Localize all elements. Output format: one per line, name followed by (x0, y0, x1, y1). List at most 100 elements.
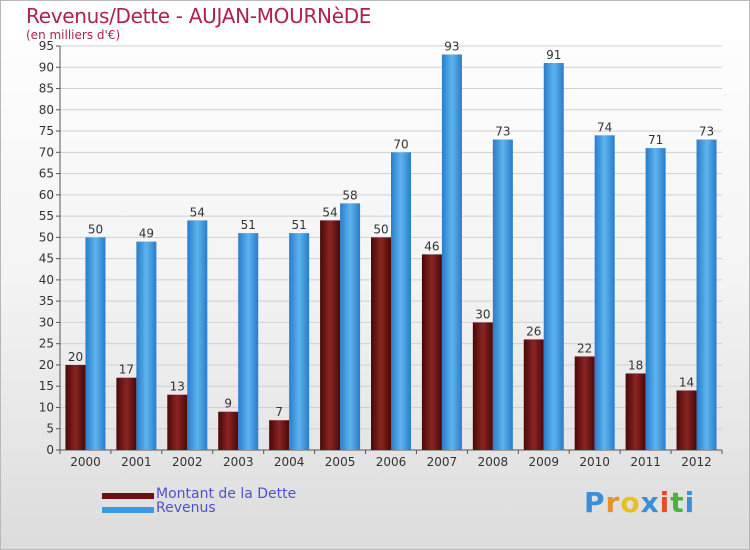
label-revenus: 51 (292, 218, 307, 232)
bar-revenus (543, 63, 564, 450)
bar-revenus (696, 139, 717, 450)
label-dette: 46 (424, 239, 439, 253)
x-tick-label: 2004 (274, 455, 305, 469)
y-tick-label: 45 (39, 252, 54, 266)
label-revenus: 93 (444, 40, 459, 54)
y-tick-label: 40 (39, 273, 54, 287)
label-dette: 14 (679, 375, 694, 389)
bar-dette (320, 220, 341, 450)
proxiti-logo: Proxiti (584, 486, 695, 519)
y-tick-label: 25 (39, 337, 54, 351)
label-dette: 18 (628, 358, 643, 372)
bar-revenus (492, 139, 513, 450)
label-revenus: 50 (88, 222, 103, 236)
y-tick-label: 75 (39, 124, 54, 138)
y-tick-label: 15 (39, 379, 54, 393)
bar-revenus (289, 233, 310, 450)
x-tick-label: 2008 (478, 455, 509, 469)
bar-dette (676, 390, 697, 450)
x-tick-label: 2001 (121, 455, 152, 469)
chart-subtitle: (en milliers d'€) (26, 28, 121, 42)
bar-revenus (594, 135, 615, 450)
label-dette: 9 (224, 397, 232, 411)
x-tick-label: 2012 (681, 455, 712, 469)
y-tick-label: 60 (39, 188, 54, 202)
bar-revenus (340, 203, 361, 450)
x-tick-label: 2003 (223, 455, 254, 469)
label-dette: 22 (577, 341, 592, 355)
x-tick-label: 2009 (528, 455, 559, 469)
bar-dette (574, 356, 595, 450)
bar-revenus (187, 220, 208, 450)
label-revenus: 51 (241, 218, 256, 232)
bar-revenus (645, 148, 666, 450)
x-tick-label: 2007 (427, 455, 458, 469)
y-tick-label: 10 (39, 400, 54, 414)
y-tick-label: 20 (39, 358, 54, 372)
bar-dette (116, 377, 137, 450)
data-labels: 20 50 17 49 13 54 9 51 7 51 54 58 50 70 46 93 30 73 26 91 22… (68, 40, 714, 420)
label-revenus: 91 (546, 48, 561, 62)
legend-swatch-dette (102, 493, 154, 499)
logo-letter: r (605, 486, 621, 519)
bar-dette (167, 394, 188, 450)
bar-dette (218, 411, 239, 450)
label-dette: 7 (275, 405, 283, 419)
y-tick-label: 50 (39, 230, 54, 244)
label-dette: 54 (322, 205, 337, 219)
label-revenus: 74 (597, 120, 612, 134)
bars (65, 54, 717, 451)
bar-revenus (85, 237, 106, 450)
label-dette: 13 (170, 380, 185, 394)
logo-letter: i (659, 486, 671, 519)
bar-dette (65, 364, 86, 450)
x-tick-label: 2010 (579, 455, 610, 469)
x-tick-label: 2011 (630, 455, 661, 469)
bar-dette (421, 254, 442, 450)
bar-revenus (441, 54, 462, 451)
y-tick-label: 95 (39, 39, 54, 53)
logo-letter: o (620, 486, 641, 519)
x-tick-label: 2002 (172, 455, 203, 469)
bar-dette (371, 237, 391, 450)
y-tick-label: 55 (39, 209, 54, 223)
label-revenus: 49 (139, 227, 154, 241)
label-revenus: 71 (648, 133, 663, 147)
bar-dette (625, 373, 646, 450)
axes: 0 5 10 15 20 25 30 35 40 45 50 55 60 65 70 75 80 85 90 95 20… (39, 39, 723, 469)
x-tick-label: 2006 (376, 455, 407, 469)
label-dette: 30 (475, 307, 490, 321)
x-tick-label: 2005 (325, 455, 356, 469)
y-tick-label: 70 (39, 145, 54, 159)
label-dette: 50 (373, 222, 388, 236)
logo-letter: i (684, 486, 696, 519)
label-revenus: 73 (699, 125, 714, 139)
logo-letter: x (640, 486, 660, 519)
bar-revenus (238, 233, 259, 450)
label-dette: 17 (119, 363, 134, 377)
y-tick-label: 65 (39, 167, 54, 181)
y-tick-label: 35 (39, 294, 54, 308)
label-revenus: 54 (190, 205, 205, 219)
legend-swatch-revenus (102, 507, 154, 513)
bar-dette (472, 322, 493, 450)
label-revenus: 73 (495, 125, 510, 139)
bar-dette (523, 339, 544, 450)
x-tick-label: 2000 (70, 455, 101, 469)
bar-revenus (136, 241, 157, 450)
logo-letter: t (670, 486, 685, 519)
y-tick-label: 30 (39, 315, 54, 329)
legend-label-dette: Montant de la Dette (156, 486, 297, 502)
label-dette: 20 (68, 350, 83, 364)
y-tick-label: 5 (46, 422, 54, 436)
legend-label-revenus: Revenus (156, 500, 216, 516)
label-revenus: 70 (393, 137, 408, 151)
label-dette: 26 (526, 324, 541, 338)
label-revenus: 58 (342, 188, 357, 202)
logo-letter: P (584, 486, 606, 519)
y-tick-label: 0 (46, 443, 54, 457)
y-tick-label: 85 (39, 82, 54, 96)
bar-revenus (391, 152, 411, 450)
y-tick-label: 80 (39, 103, 54, 117)
